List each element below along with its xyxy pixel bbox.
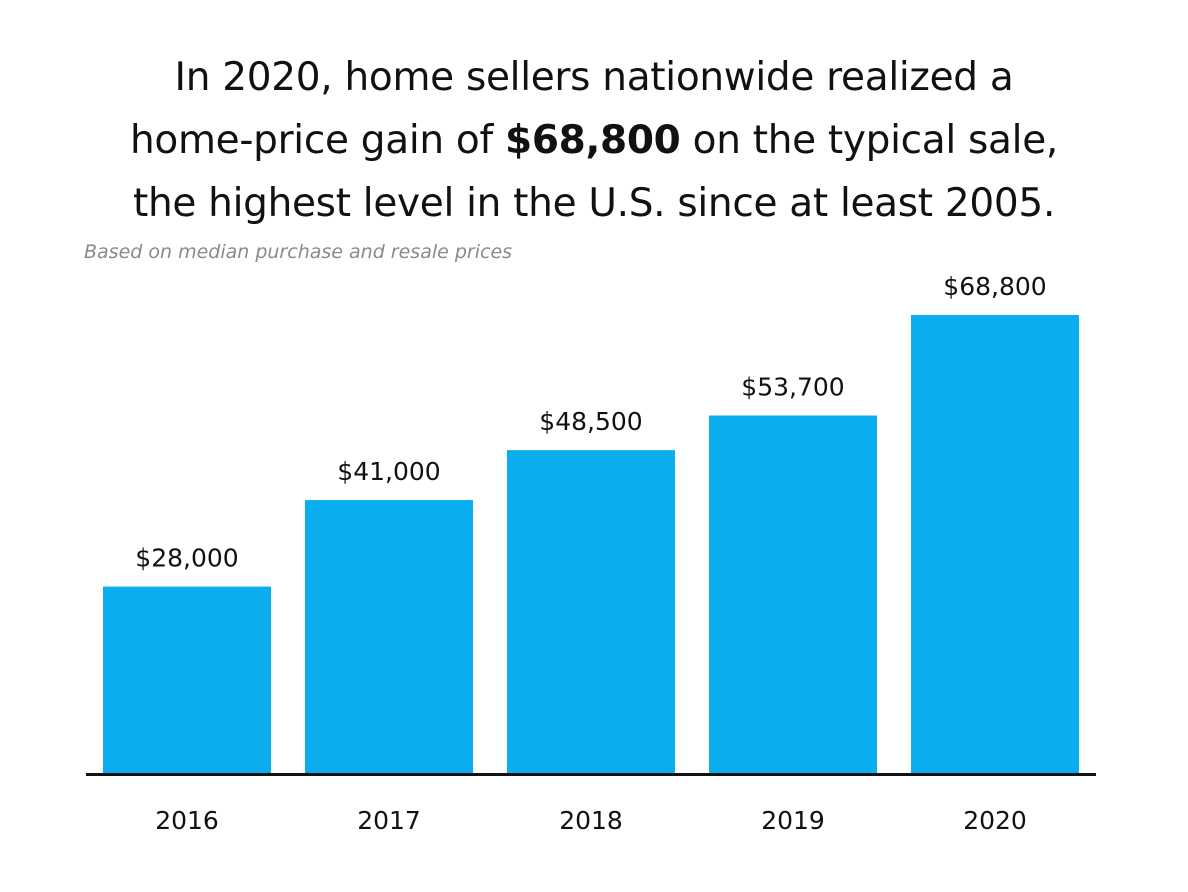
- title-line-2-start: home-price gain of: [129, 118, 505, 163]
- title-line-1: In 2020, home sellers nationwide realize…: [174, 55, 1014, 100]
- x-tick-2016: 2016: [155, 806, 219, 835]
- data-label-2016: $28,000: [135, 544, 238, 573]
- data-labels-group: $28,000 $41,000 $48,500 $53,700 $68,800: [135, 272, 1046, 573]
- chart-subtitle: Based on median purchase and resale pric…: [84, 241, 513, 263]
- x-tick-2019: 2019: [761, 806, 825, 835]
- x-tick-labels-group: 2016 2017 2018 2019 2020: [155, 806, 1027, 835]
- x-tick-2018: 2018: [559, 806, 623, 835]
- bars-group: [103, 315, 1079, 773]
- x-tick-2017: 2017: [357, 806, 421, 835]
- data-label-2017: $41,000: [337, 457, 440, 486]
- title-highlight-value: $68,800: [504, 118, 681, 163]
- bar-2017: [305, 500, 473, 773]
- title-line-2: home-price gain of $68,800 on the typica…: [0, 109, 1188, 172]
- bar-2016: [103, 586, 271, 773]
- bar-2018: [507, 450, 675, 773]
- bar-2020: [911, 315, 1079, 773]
- x-tick-2020: 2020: [963, 806, 1027, 835]
- chart-title: In 2020, home sellers nationwide realize…: [0, 46, 1188, 235]
- bar-2019: [709, 415, 877, 773]
- data-label-2018: $48,500: [539, 407, 642, 436]
- title-line-2-end: on the typical sale,: [680, 118, 1059, 163]
- data-label-2020: $68,800: [943, 272, 1046, 301]
- title-line-3: the highest level in the U.S. since at l…: [132, 181, 1056, 226]
- data-label-2019: $53,700: [741, 373, 844, 402]
